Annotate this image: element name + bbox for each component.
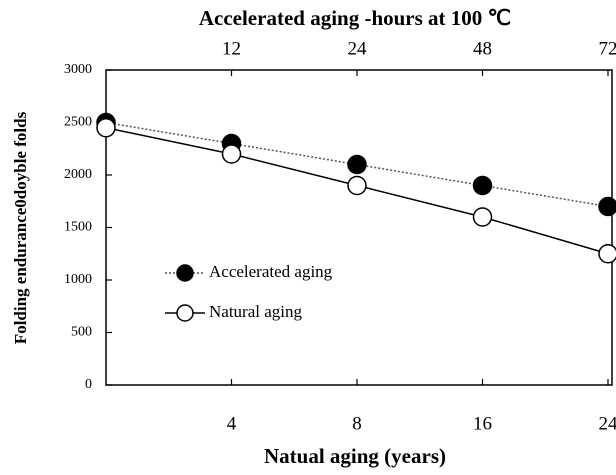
y-tick-label: 0 bbox=[85, 377, 92, 392]
legend-label: Accelerated aging bbox=[209, 262, 333, 281]
marker bbox=[96, 118, 116, 138]
top-tick-label: 72 bbox=[599, 38, 616, 59]
x-axis-label: Natual aging (years) bbox=[264, 444, 446, 468]
plot-frame bbox=[105, 69, 613, 386]
x-tick-label: 4 bbox=[227, 413, 237, 434]
x-tick-label: 24 bbox=[599, 413, 616, 434]
legend-marker bbox=[176, 304, 194, 322]
top-tick-label: 48 bbox=[473, 38, 492, 59]
y-tick-label: 2000 bbox=[64, 167, 92, 182]
y-tick-label: 1500 bbox=[64, 220, 92, 235]
chart-title: Accelerated aging -hours at 100 ℃ bbox=[199, 6, 511, 30]
y-tick-label: 1000 bbox=[64, 272, 92, 287]
series-line bbox=[105, 121, 609, 208]
marker bbox=[221, 144, 242, 164]
y-axis-label: Folding endurance0doyble folds bbox=[11, 111, 30, 344]
legend-label: Natural aging bbox=[209, 302, 302, 321]
x-tick-label: 16 bbox=[473, 413, 492, 434]
legend-marker bbox=[176, 264, 194, 282]
marker bbox=[598, 244, 616, 264]
marker bbox=[472, 175, 493, 196]
marker bbox=[472, 207, 493, 227]
y-tick-label: 500 bbox=[71, 325, 92, 340]
marker bbox=[347, 154, 367, 175]
marker bbox=[347, 175, 367, 196]
y-tick-label: 2500 bbox=[64, 115, 92, 130]
marker bbox=[598, 196, 616, 217]
top-tick-label: 12 bbox=[222, 38, 241, 59]
y-tick-label: 3000 bbox=[64, 62, 92, 77]
x-tick-label: 8 bbox=[352, 413, 362, 434]
top-tick-label: 24 bbox=[348, 38, 368, 59]
